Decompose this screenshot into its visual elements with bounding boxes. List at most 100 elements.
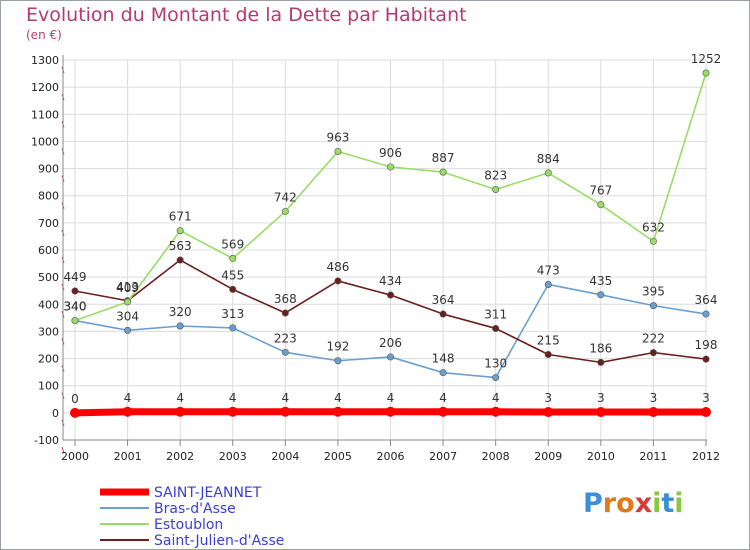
data-label: 4 — [439, 391, 447, 405]
logo-letter: o — [616, 488, 635, 519]
logo-letter: i — [652, 488, 662, 519]
data-point — [439, 369, 447, 377]
x-tick-label: 2008 — [482, 450, 510, 463]
data-label: 4 — [229, 391, 237, 405]
data-point — [544, 350, 552, 358]
data-point — [544, 169, 552, 177]
y-tick-label: 900 — [38, 163, 59, 176]
x-tick-label: 2002 — [166, 450, 194, 463]
data-point — [597, 291, 605, 299]
data-label: 473 — [537, 263, 560, 277]
data-label: 434 — [379, 274, 402, 288]
y-tick-label: 1000 — [31, 135, 59, 148]
x-tick-label: 2012 — [692, 450, 720, 463]
axes: -100 0 100 200 300 400 500 600 700 800 900 1000 1100… — [31, 54, 720, 463]
data-point — [229, 254, 237, 262]
data-label: 320 — [169, 305, 192, 319]
chart-subtitle: (en €) — [26, 28, 62, 42]
data-point — [492, 374, 500, 382]
data-point — [701, 407, 711, 418]
data-label: 906 — [379, 146, 402, 160]
data-point — [439, 310, 447, 318]
y-axis-dash — [61, 446, 65, 454]
data-point — [702, 355, 710, 363]
data-label: 1252 — [691, 52, 722, 66]
data-label: 364 — [695, 293, 718, 307]
data-labels: 0 4 4 4 4 4 4 4 4 3 3 3 3 340 304 320 313 223 192 206 148 130… — [64, 52, 722, 406]
data-label: 4 — [282, 391, 290, 405]
data-label: 215 — [537, 334, 560, 348]
data-label: 4 — [387, 391, 395, 405]
data-point — [332, 406, 343, 417]
logo-letter: x — [634, 488, 653, 519]
logo-letter: t — [661, 488, 675, 519]
data-label: 455 — [221, 268, 244, 282]
data-point — [386, 291, 394, 299]
x-tick-label: 2010 — [587, 450, 615, 463]
data-point — [492, 185, 500, 193]
data-label: 449 — [64, 270, 87, 284]
data-point — [544, 280, 552, 288]
data-label: 963 — [326, 130, 349, 144]
data-label: 0 — [71, 392, 79, 406]
data-point — [124, 326, 132, 334]
data-point — [334, 277, 342, 285]
legend-label: Saint-Julien-d'Asse — [154, 533, 284, 549]
data-point — [702, 69, 710, 77]
data-label: 198 — [695, 338, 718, 352]
data-point — [702, 310, 710, 318]
x-tick-label: 2009 — [534, 450, 562, 463]
chart-title: Evolution du Montant de la Dette par Hab… — [26, 4, 467, 26]
y-tick-label: 500 — [38, 271, 59, 284]
data-point — [385, 406, 396, 417]
data-label: 130 — [484, 357, 507, 371]
x-tick-label: 2007 — [429, 450, 457, 463]
data-label: 435 — [589, 274, 612, 288]
logo-letter: r — [602, 488, 617, 519]
data-point — [595, 407, 606, 418]
data-point — [649, 349, 657, 357]
data-point — [227, 406, 238, 417]
data-point — [597, 358, 605, 366]
data-label: 3 — [650, 391, 658, 405]
data-label: 340 — [64, 300, 87, 314]
x-tick-label: 2011 — [639, 450, 667, 463]
series-lines — [70, 69, 711, 418]
data-label: 632 — [642, 220, 665, 234]
data-point — [71, 317, 79, 325]
data-label: 671 — [169, 210, 192, 224]
data-point — [648, 407, 659, 418]
data-point — [439, 168, 447, 176]
data-point — [70, 407, 80, 418]
data-point — [176, 256, 184, 264]
data-label: 311 — [484, 307, 507, 321]
proxiti-logo: Proxiti — [583, 488, 684, 519]
logo-letter: i — [674, 488, 684, 519]
data-point — [334, 357, 342, 365]
data-point — [229, 285, 237, 293]
data-label: 742 — [274, 190, 297, 204]
data-label: 884 — [537, 152, 560, 166]
data-label: 223 — [274, 331, 297, 345]
data-label: 409 — [116, 281, 139, 295]
data-point — [280, 406, 291, 417]
data-label: 206 — [379, 336, 402, 350]
data-label: 486 — [326, 260, 349, 274]
data-point — [229, 324, 237, 332]
data-point — [334, 147, 342, 155]
x-tick-label: 2003 — [219, 450, 247, 463]
data-point — [386, 353, 394, 361]
legend-label: SAINT-JEANNET — [154, 485, 262, 501]
grid — [63, 59, 707, 441]
data-label: 569 — [221, 237, 244, 251]
data-point — [281, 348, 289, 356]
y-tick-label: 600 — [38, 244, 59, 257]
x-tick-label: 2000 — [61, 450, 89, 463]
x-tick-label: 2001 — [114, 450, 142, 463]
data-point — [597, 201, 605, 209]
y-tick-label: 200 — [38, 353, 59, 366]
data-label: 4 — [124, 391, 132, 405]
data-label: 4 — [492, 391, 500, 405]
y-tick-label: 700 — [38, 217, 59, 230]
data-point — [124, 298, 132, 306]
